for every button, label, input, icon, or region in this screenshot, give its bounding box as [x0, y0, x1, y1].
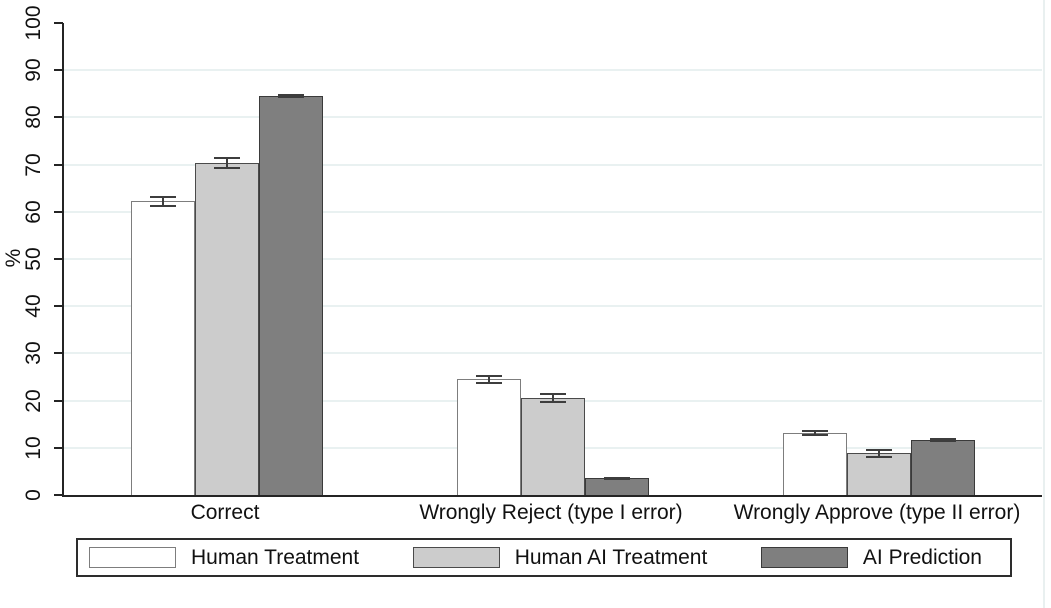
legend-swatch [412, 547, 500, 568]
bar-group-2 [390, 23, 716, 495]
legend-label: AI Prediction [862, 545, 982, 569]
bar [585, 477, 649, 495]
legend-swatch [89, 547, 176, 568]
category-label-2: Wrongly Reject (type I error) [419, 501, 683, 524]
error-bar [866, 449, 892, 458]
error-bar-stem [814, 429, 816, 437]
y-axis-tick-label-50: 50 [22, 247, 45, 271]
error-bar-stem [226, 156, 228, 169]
legend-item-1: Human Treatment [89, 546, 359, 570]
y-axis-tick-90 [54, 69, 63, 72]
bar [457, 375, 521, 495]
error-bar [476, 375, 502, 384]
y-axis-tick-80 [54, 116, 63, 119]
gridline-80 [64, 116, 1042, 119]
category-label-1: Correct [190, 501, 260, 524]
y-axis-tick-20 [54, 399, 63, 402]
legend-item-2: Human AI Treatment [412, 545, 708, 570]
y-axis-tick-40 [54, 305, 63, 308]
bar [521, 393, 585, 495]
y-axis-tick-label-60: 60 [22, 200, 45, 224]
error-bar [278, 93, 304, 98]
gridline-60 [64, 210, 1042, 213]
canvas-edge-line [1043, 0, 1045, 608]
error-bar-cap-bottom [214, 166, 240, 169]
gridline-40 [64, 305, 1042, 308]
error-bar [214, 156, 240, 169]
error-bar-cap-bottom [150, 204, 176, 207]
bar [259, 93, 323, 495]
legend-swatch [760, 547, 848, 568]
bar [911, 438, 975, 495]
error-bar-stem [488, 375, 490, 384]
gridline-30 [64, 352, 1042, 355]
category-label-3: Wrongly Approve (type II error) [733, 501, 1021, 524]
error-bar [930, 438, 956, 443]
bar-group-1 [64, 23, 390, 495]
error-bar-cap-bottom [604, 477, 630, 480]
error-bar-cap-bottom [866, 455, 892, 458]
y-axis-tick-label-10: 10 [22, 436, 45, 460]
legend: Human Treatment Human AI Treatment AI Pred… [76, 538, 1012, 577]
y-axis-tick-label-90: 90 [22, 58, 45, 82]
error-bar-cap-bottom [476, 381, 502, 384]
y-axis-tick-60 [54, 210, 63, 213]
error-bar [150, 196, 176, 207]
y-axis-tick-100 [54, 22, 63, 24]
plot-area: 0 10 20 30 40 50 60 70 80 90 100 [22, 5, 1042, 501]
bar-groups-container [64, 23, 1042, 495]
error-bar-stem [878, 449, 880, 458]
y-axis-tick-label-20: 20 [22, 388, 45, 413]
y-axis-tick-10 [54, 446, 63, 449]
error-bar [540, 393, 566, 404]
y-axis-tick-50 [54, 258, 63, 260]
y-axis-tick-label-70: 70 [22, 152, 45, 177]
error-bar [604, 477, 630, 480]
error-bar-cap-bottom [930, 440, 956, 443]
legend-label: Human Treatment [191, 545, 360, 569]
error-bar [802, 429, 828, 437]
bar [195, 156, 259, 495]
error-bar-cap-bottom [540, 401, 566, 404]
y-axis-tick-70 [54, 163, 63, 166]
bar [783, 429, 847, 495]
error-bar-cap-bottom [278, 95, 304, 98]
y-axis-tick-label-0: 0 [22, 489, 45, 501]
y-axis-tick-label-80: 80 [22, 105, 45, 130]
bar [131, 196, 195, 495]
bar [847, 449, 911, 495]
category-axis-labels: Correct Wrongly Reject (type I error) Wron… [62, 501, 1040, 525]
error-bar-stem [552, 393, 554, 404]
y-axis-tick-0 [54, 494, 63, 496]
error-bar-cap-bottom [802, 434, 828, 437]
bar-group-3 [716, 23, 1042, 495]
y-axis-tick-label-30: 30 [22, 341, 45, 366]
y-axis-tick-label-100: 100 [22, 5, 45, 41]
y-axis-tick-label-40: 40 [22, 294, 45, 318]
legend-item-3: AI Prediction [760, 545, 982, 570]
legend-label: Human AI Treatment [514, 545, 708, 569]
gridline-70 [64, 163, 1042, 166]
gridline-50 [64, 258, 1042, 260]
gridline-90 [64, 69, 1042, 72]
y-axis-tick-30 [54, 352, 63, 355]
error-bar-stem [162, 196, 164, 207]
